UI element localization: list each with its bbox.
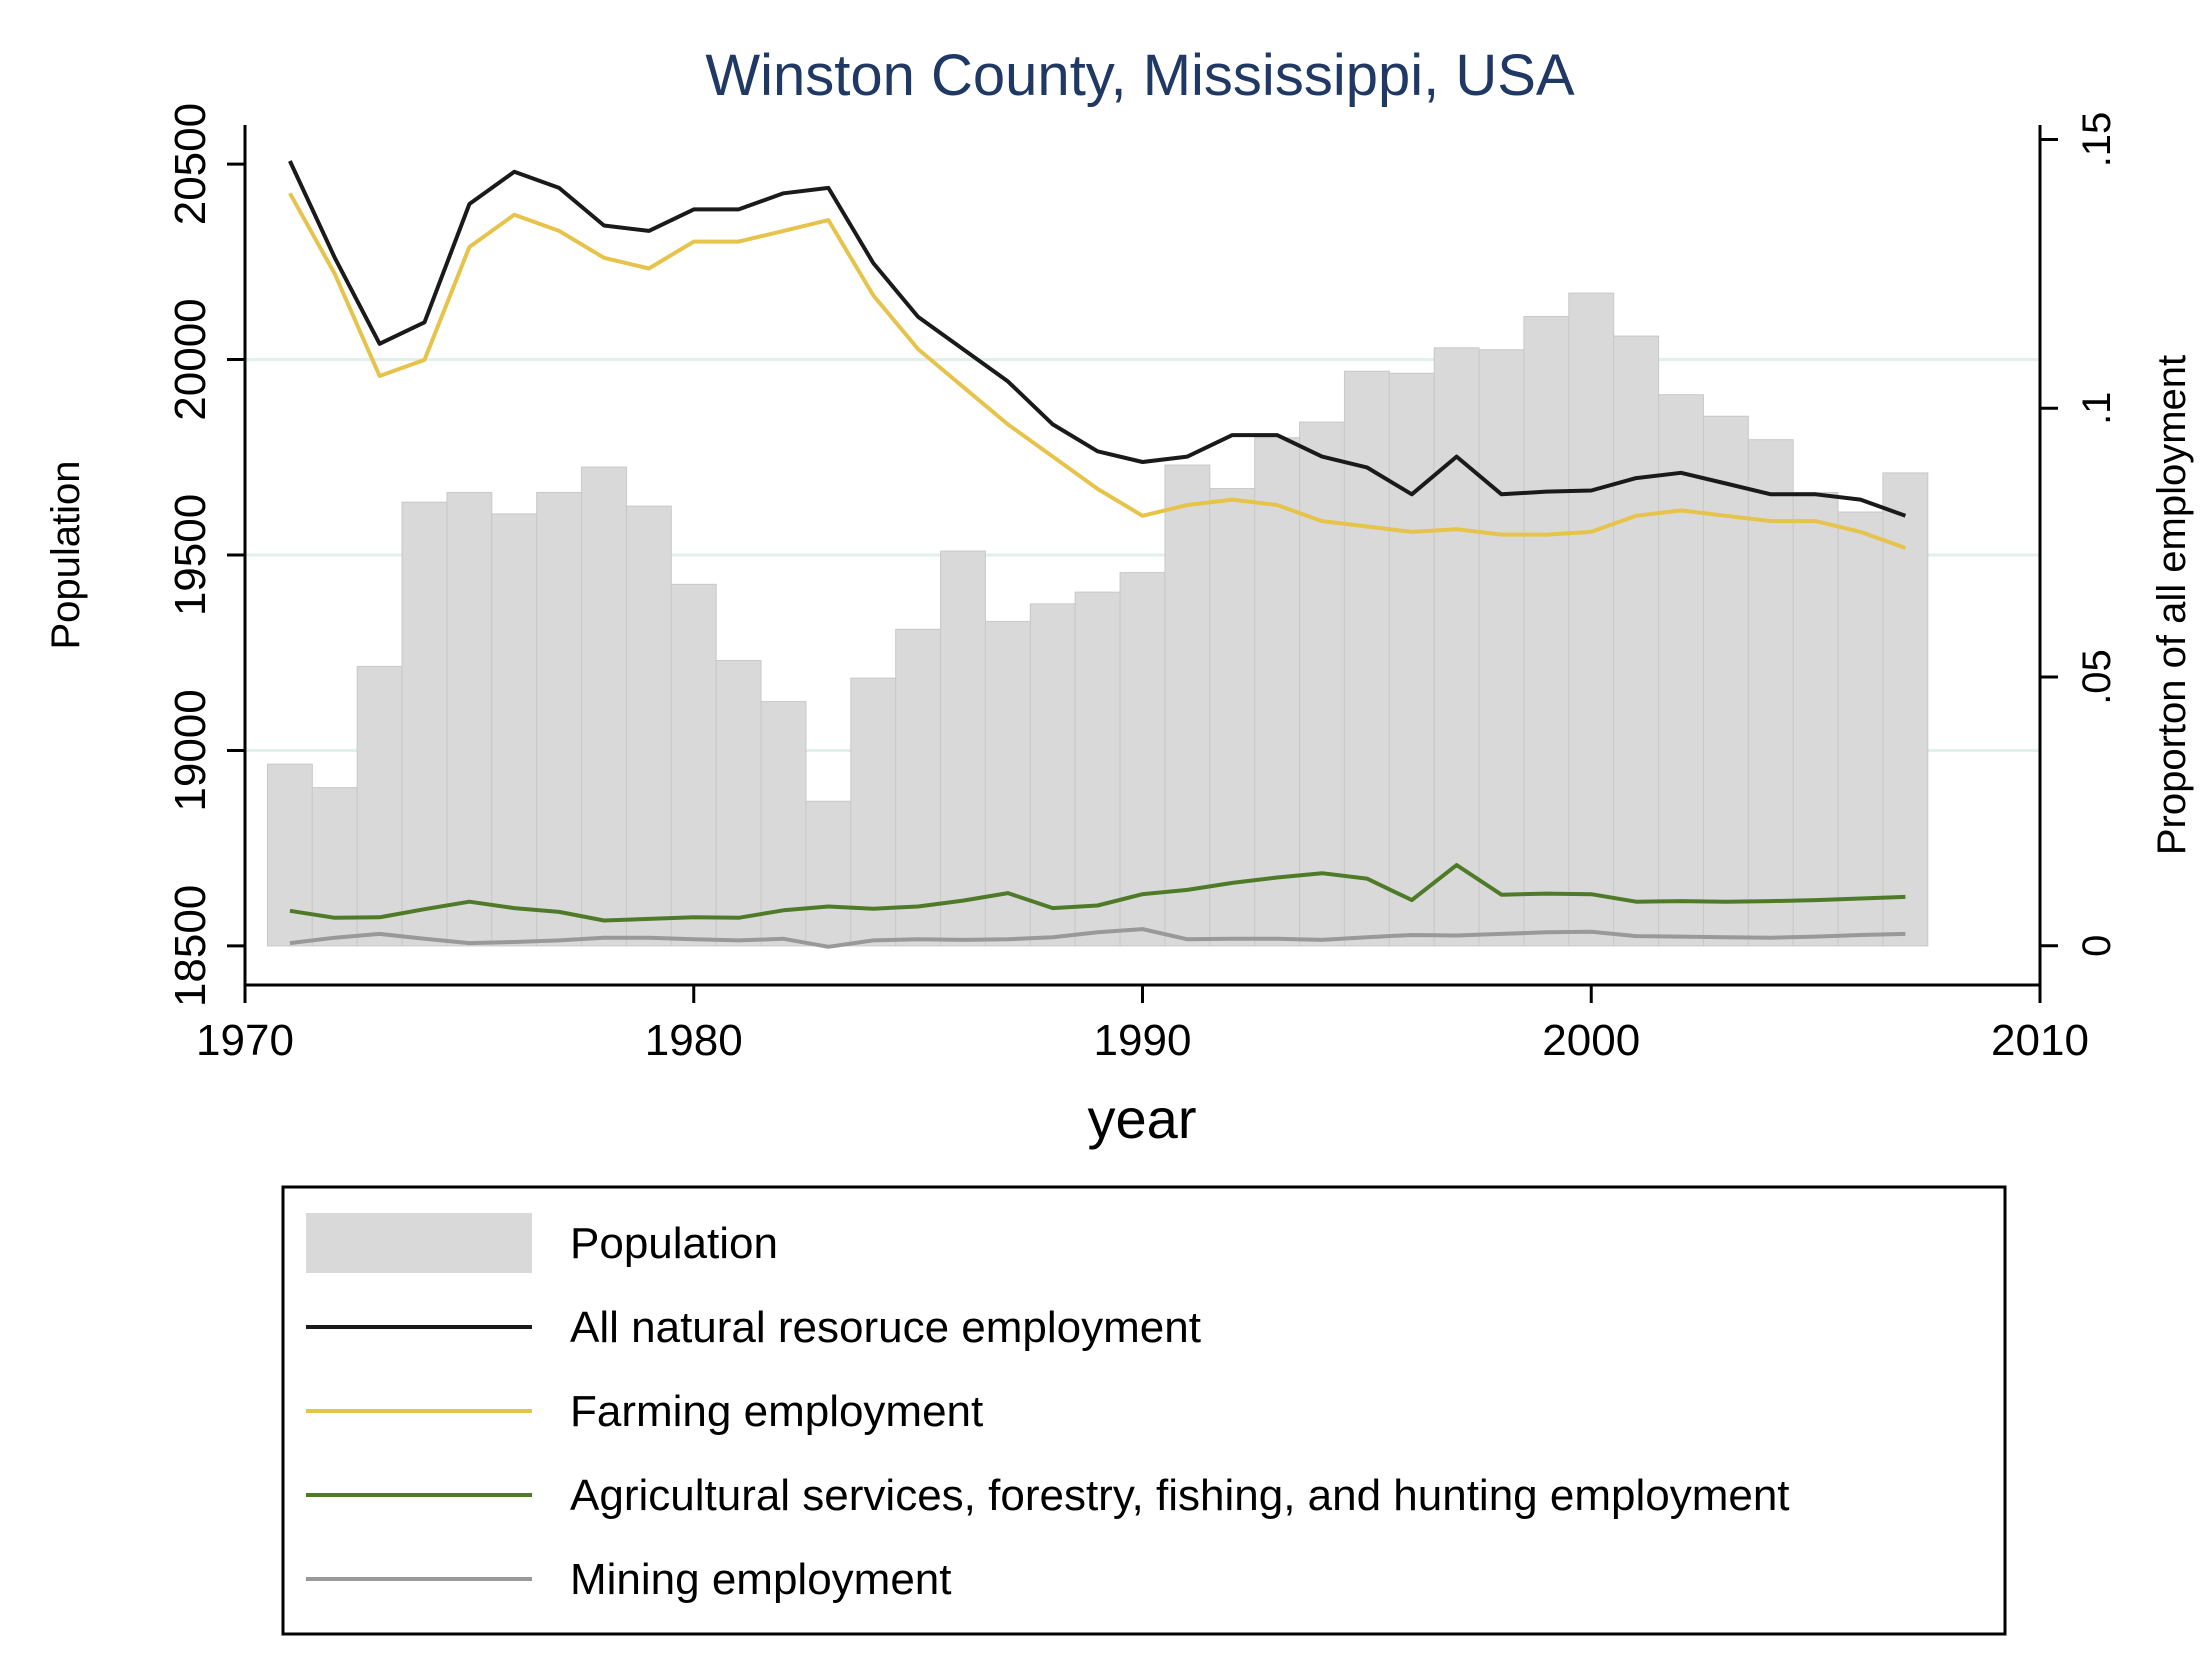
y-right-tick-label: .1: [2075, 392, 2119, 425]
farming-employment-line: [288, 192, 1907, 550]
population-bar: [581, 466, 627, 947]
population-bar: [311, 787, 358, 947]
population-bar: [1254, 437, 1301, 947]
y-left-tick-label: 20500: [166, 103, 215, 225]
population-bar: [1119, 572, 1166, 947]
population-bar: [1433, 347, 1480, 947]
legend-label: Agricultural services, forestry, fishing…: [570, 1471, 1790, 1520]
population-bar: [1343, 370, 1390, 947]
population-bar: [401, 501, 448, 947]
population-bar: [1299, 421, 1345, 947]
population-bar: [1209, 488, 1256, 947]
population-bar: [1837, 511, 1884, 947]
population-bar: [895, 628, 942, 947]
population-bar: [670, 583, 717, 947]
y-axis-right-title: Proporton of all employment: [2150, 355, 2194, 855]
population-bar: [1523, 316, 1570, 947]
x-tick-label: 1980: [645, 1016, 743, 1065]
population-bar: [850, 677, 897, 947]
agricultural-services-forestry-fishing-and-hunting-employment-line: [289, 863, 1906, 923]
y-right-tick-label: 0: [2075, 935, 2119, 957]
x-tick-label: 2010: [1991, 1016, 2089, 1065]
population-bar: [1613, 335, 1660, 947]
population-bar: [1702, 415, 1749, 947]
legend-key-bar: [306, 1213, 532, 1273]
x-axis-title: year: [1088, 1087, 1197, 1150]
population-bar: [760, 701, 807, 947]
y-left-tick-label: 19500: [166, 494, 215, 616]
population-bar: [1029, 603, 1076, 947]
population-bar: [1792, 491, 1839, 947]
population-bar: [805, 800, 852, 947]
population-bar: [1882, 472, 1929, 947]
y-right-tick-label: .05: [2075, 649, 2119, 705]
y-left-tick-label: 20000: [166, 298, 215, 420]
legend-box: [281, 1185, 2007, 1636]
population-bar: [266, 763, 313, 947]
population-bar: [1478, 349, 1525, 947]
legend-label: Farming employment: [570, 1387, 983, 1436]
population-bar: [356, 665, 403, 947]
population-bar: [625, 505, 672, 947]
y-right-tick-label: .15: [2075, 112, 2119, 168]
population-bar: [1164, 464, 1211, 947]
population-bar: [1074, 591, 1121, 947]
population-bar: [1658, 394, 1704, 947]
x-tick-label: 1970: [196, 1016, 294, 1065]
mining-employment-line: [289, 927, 1906, 949]
legend-label: All natural resoruce employment: [570, 1303, 1201, 1352]
axes: 1970 1980 1990 2000 2010 18500 19000 19500 20000…: [166, 103, 2119, 1065]
all-natural-resoruce-employment-line: [288, 160, 1907, 518]
population-bar: [1568, 292, 1615, 947]
chart-title: Winston County, Mississippi, USA: [705, 43, 1574, 108]
population-bar: [446, 491, 493, 947]
y-left-tick-label: 19000: [166, 689, 215, 811]
y-left-tick-label: 18500: [166, 885, 215, 1007]
series-lines: [288, 160, 1907, 949]
population-bar: [715, 660, 762, 947]
population-bar: [940, 550, 986, 947]
population-bar: [1747, 439, 1794, 947]
legend-label: Population: [570, 1219, 778, 1268]
x-tick-label: 1990: [1094, 1016, 1192, 1065]
population-bar: [491, 513, 538, 947]
population-bar: [1388, 372, 1435, 947]
population-bars: [266, 292, 1929, 947]
legend: Population All natural resoruce employmen…: [281, 1185, 2007, 1636]
legend-label: Mining employment: [570, 1555, 952, 1604]
x-tick-label: 2000: [1542, 1016, 1640, 1065]
population-bar: [536, 491, 583, 947]
y-axis-left-title: Population: [44, 460, 88, 649]
